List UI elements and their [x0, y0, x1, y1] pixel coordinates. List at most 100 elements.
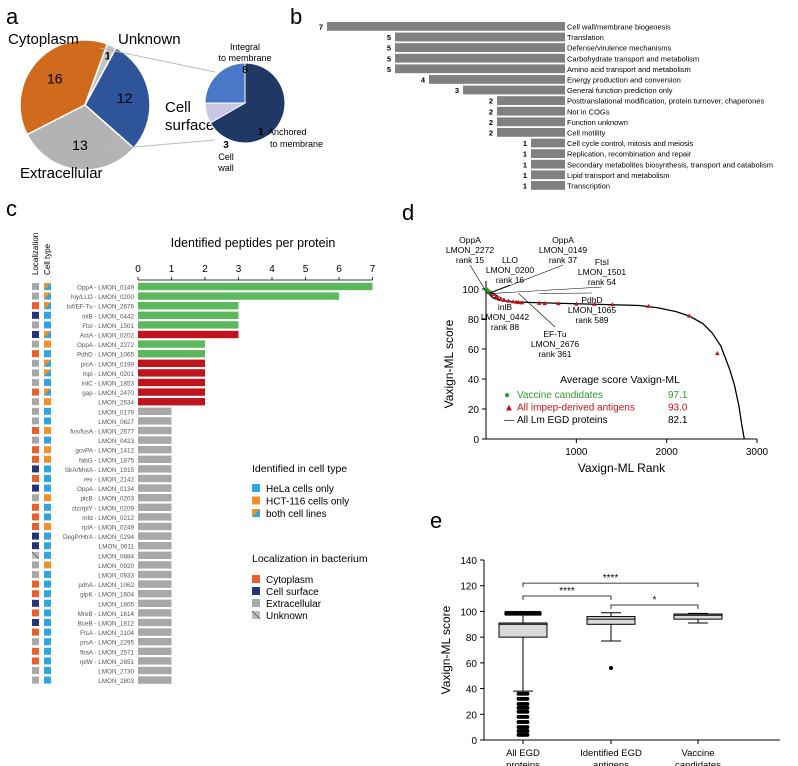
localization-marker — [32, 609, 39, 617]
protein-label: gap - LMON_2470 — [82, 390, 134, 397]
cell-type-marker — [44, 503, 51, 511]
y-tick-label-d: 0 — [473, 435, 479, 446]
bar-c — [138, 426, 172, 435]
category-label-b: Translation — [567, 33, 604, 42]
cell-type-marker — [44, 446, 51, 454]
panel-label-b: b — [290, 4, 302, 29]
localization-marker — [32, 379, 39, 386]
significance-label: * — [653, 595, 657, 606]
localization-stripe — [31, 551, 40, 560]
y-tick-label-e: 140 — [460, 556, 477, 567]
annotation-label: rank 54 — [588, 277, 617, 287]
bar-value-b: 3 — [455, 86, 459, 95]
x-tick-label-c: 2 — [202, 264, 208, 275]
outlier-e — [525, 696, 530, 701]
sub-pie-value: 1 — [258, 127, 264, 138]
protein-label: mpl - LMON_0201 — [83, 371, 135, 378]
sub-pie-label: Anchored — [268, 127, 307, 137]
category-label-b: Lipid transport and metabolism — [567, 171, 670, 180]
category-label-b: Cell cycle control, mitosis and meiosis — [567, 139, 694, 148]
cell-type-marker — [44, 667, 51, 674]
sub-pie-label: to membrane — [270, 139, 323, 149]
pie-callout-line1: Cell — [165, 99, 191, 116]
bar-c — [138, 340, 205, 348]
outlier-e — [525, 714, 530, 719]
bar-c — [138, 398, 205, 406]
pie-callout-line2: surface — [165, 117, 214, 134]
protein-label: LMON_0611 — [99, 544, 135, 551]
legend-item-cell-type: HCT-116 cells only — [266, 497, 349, 508]
bar-c — [138, 657, 172, 665]
cell-type-marker — [44, 465, 51, 473]
annotation-label: inlB — [498, 302, 513, 312]
legend-swatch — [252, 599, 260, 607]
protein-label: rplW - LMON_2651 — [80, 659, 135, 666]
protein-label: LMON_1605 — [98, 601, 134, 608]
bar-c — [138, 570, 172, 579]
protein-label: BceB - LMON_1812 — [78, 621, 135, 628]
bar-c — [138, 455, 172, 463]
bar-c — [138, 503, 172, 511]
protein-label: SlrA/MntA - LMON_1915 — [65, 467, 135, 474]
significance-label: **** — [603, 573, 619, 584]
box-e — [498, 622, 548, 638]
protein-label: PdhD - LMON_1065 — [77, 352, 135, 359]
bar-c — [138, 580, 172, 588]
protein-label: gcvPA - LMON_1412 — [75, 448, 134, 455]
sub-pie-label: Integral — [230, 42, 260, 52]
legend-value-d: 82.1 — [668, 415, 688, 426]
antigen-point — [495, 295, 501, 300]
protein-label: LMON_0933 — [98, 573, 134, 580]
localization-marker — [32, 580, 39, 588]
outlier-e — [525, 725, 530, 730]
x-tick-label-e: Vaccine — [681, 748, 714, 759]
protein-label: LMON_2534 — [98, 400, 134, 407]
bar-c — [138, 474, 172, 483]
localization-marker — [32, 475, 39, 482]
bar-c — [138, 676, 172, 684]
cell-type-marker — [44, 619, 51, 626]
bar-c — [138, 350, 205, 358]
category-label-b: Not in COGs — [567, 107, 610, 116]
bar-b — [395, 64, 565, 74]
localization-marker — [32, 503, 39, 511]
x-axis-label-d: Vaxign-ML Rank — [578, 461, 666, 475]
localization-marker — [32, 369, 39, 377]
annotation-label: EF-Tu — [543, 329, 567, 339]
y-tick-label-e: 80 — [466, 633, 478, 644]
localization-marker — [32, 484, 39, 492]
y-axis-label-d: Vaxign-ML score — [442, 319, 456, 408]
protein-label: fus/fusA - LMON_2677 — [70, 429, 134, 436]
annotation-label: rank 88 — [491, 322, 520, 332]
legend-item-localization: Unknown — [266, 611, 308, 622]
bar-c — [138, 609, 172, 617]
sub-pie-slice-integral — [209, 62, 286, 144]
y-axis-label-e: Vaxign-ML score — [439, 605, 453, 694]
protein-label: glpK - LMON_1604 — [80, 592, 134, 599]
bar-b — [497, 96, 565, 105]
x-tick-label-e: antigens — [593, 760, 629, 766]
cell-type-marker — [44, 455, 51, 463]
outlier-e — [525, 691, 530, 696]
bar-c — [138, 494, 172, 502]
y-tick-label-e: 0 — [471, 736, 477, 747]
protein-label: LMON_0179 — [98, 409, 134, 416]
category-label-b: Posttranslational modification, protein … — [567, 97, 764, 106]
cell-type-marker — [44, 523, 51, 530]
annotation-label: FtsI — [595, 257, 609, 267]
pie-label-extracellular: Extracellular — [20, 165, 103, 182]
antigen-point — [686, 313, 692, 318]
bar-c — [138, 311, 239, 319]
cell-type-marker — [44, 340, 51, 348]
bar-c — [138, 282, 373, 291]
annotation-label: LMON_0149 — [539, 245, 587, 255]
outlier-e — [525, 729, 530, 733]
outlier-e — [525, 720, 530, 724]
localization-marker — [32, 436, 39, 444]
cell-type-marker-split — [44, 369, 51, 377]
protein-label: ActA - LMON_0202 — [80, 333, 135, 340]
x-tick-label-c: 6 — [336, 264, 342, 275]
bar-c — [138, 330, 239, 339]
category-label-b: Replication, recombination and repair — [567, 150, 692, 159]
category-label-b: Function unknown — [567, 118, 628, 127]
